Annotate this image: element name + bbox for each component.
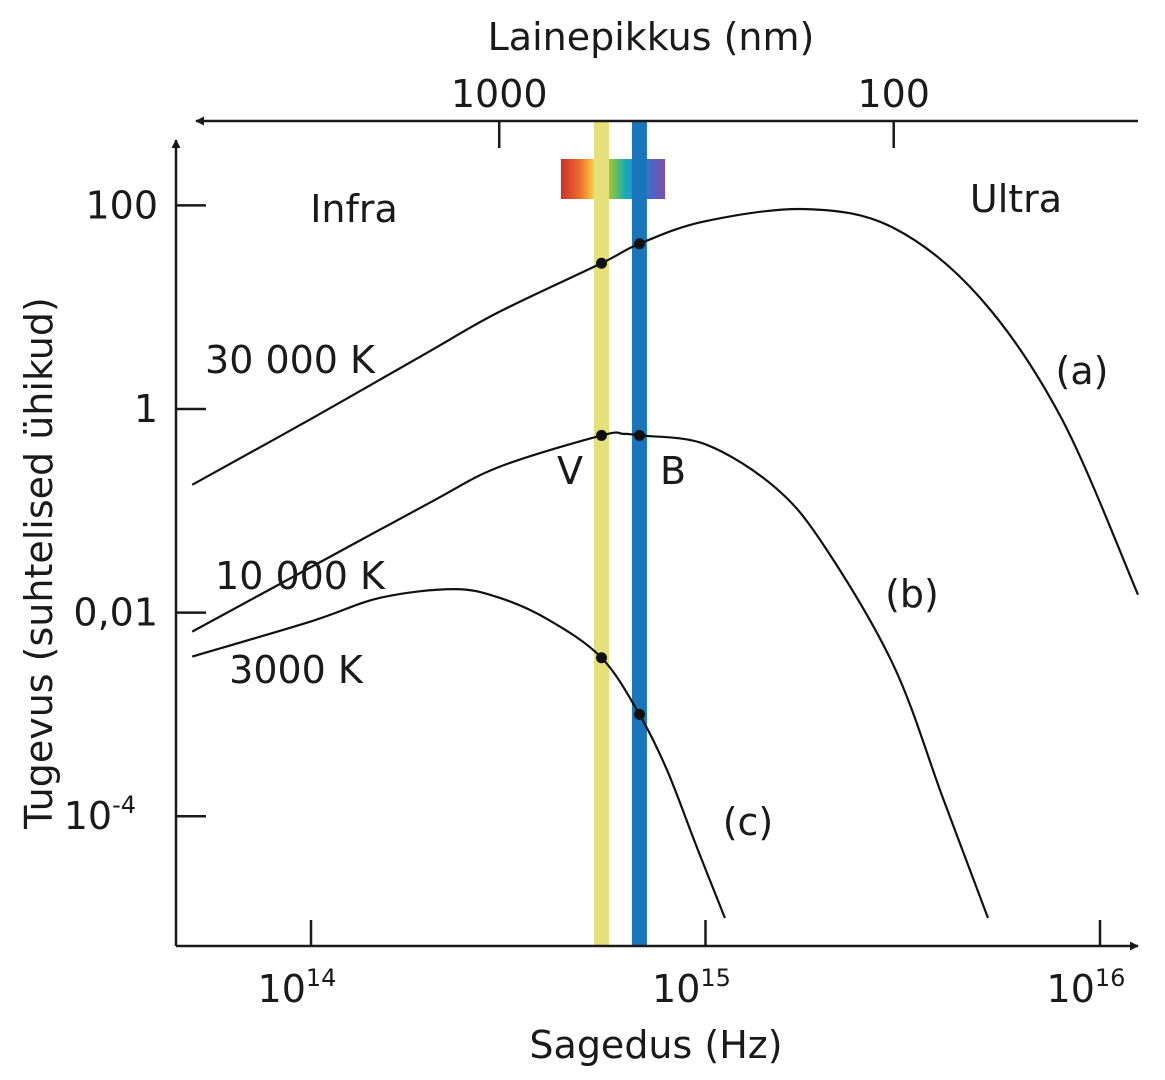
band-v-strip <box>594 121 610 946</box>
x-tick-label-1-base: 10 <box>652 967 700 1011</box>
curve-c-point-v <box>596 652 608 664</box>
curve-c <box>191 587 726 919</box>
visible-spectrum-bar <box>560 159 666 199</box>
curve-tag-c: (c) <box>723 800 774 844</box>
curve-b-point-v <box>596 429 608 441</box>
curve-tag-a: (a) <box>1056 349 1109 393</box>
curve-c-point-b <box>633 708 645 720</box>
y-tick-label-1: 1 <box>134 387 158 431</box>
x-tick-label-2-base: 10 <box>1047 967 1095 1011</box>
region-infra-label: Infra <box>310 187 398 231</box>
x-tick-label-0-base: 10 <box>258 967 306 1011</box>
x-tick-label-2-exp: 16 <box>1095 964 1126 992</box>
band-label-v: V <box>557 449 583 493</box>
x-tick-label-0-exp: 14 <box>306 964 337 992</box>
region-ultra-label: Ultra <box>970 177 1062 221</box>
top-tick-label-1: 100 <box>857 72 930 116</box>
temp-label-b: 10 000 K <box>215 554 386 598</box>
x-tick-label-1: 1015 <box>652 964 731 1011</box>
x-tick-label-1-exp: 15 <box>700 964 731 992</box>
y-tick-label-3-exp: -4 <box>112 791 136 819</box>
x-axis-title: Sagedus (Hz) <box>529 1023 782 1067</box>
temp-label-a: 30 000 K <box>205 338 376 382</box>
curve-a <box>191 207 1140 596</box>
curve-a-point-b <box>633 238 645 250</box>
band-label-b: B <box>660 449 686 493</box>
y-tick-label-3-base: 10 <box>64 794 112 838</box>
top-axis-title: Lainepikkus (nm) <box>488 15 815 59</box>
y-tick-label-2: 0,01 <box>73 591 158 635</box>
y-tick-label-3: 10-4 <box>64 791 136 838</box>
curve-b-point-b <box>633 429 645 441</box>
y-tick-label-0: 100 <box>85 183 158 227</box>
top-tick-label-0: 1000 <box>451 72 548 116</box>
band-b-strip <box>631 121 647 946</box>
x-tick-label-2: 1016 <box>1047 964 1126 1011</box>
y-axis-title: Tugevus (suhtelised ühikud) <box>17 297 61 830</box>
curve-a-point-v <box>596 257 608 269</box>
curve-tag-b: (b) <box>885 572 939 616</box>
temp-label-c: 3000 K <box>229 648 364 692</box>
x-tick-label-0: 1014 <box>258 964 337 1011</box>
